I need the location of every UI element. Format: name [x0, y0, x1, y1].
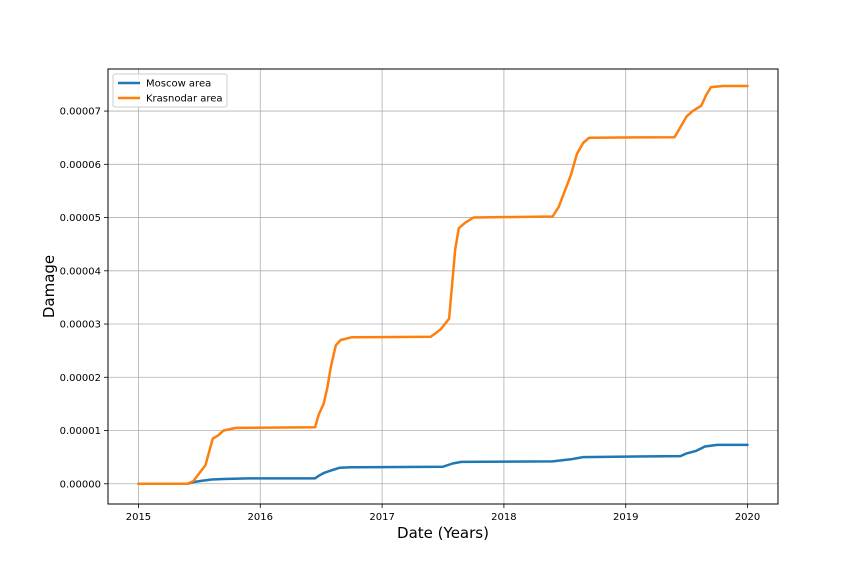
y-tick-label: 0.00005: [60, 213, 101, 224]
y-tick-label: 0.00000: [60, 479, 101, 490]
x-tick-label: 2020: [735, 512, 760, 523]
x-tick-label: 2019: [613, 512, 638, 523]
legend-label-0: Moscow area: [146, 79, 211, 90]
x-tick-label: 2018: [491, 512, 516, 523]
y-axis-label: Damage: [40, 255, 58, 318]
legend: Moscow area Krasnodar area: [112, 73, 228, 108]
y-tick-label: 0.00004: [60, 266, 101, 277]
x-tick-label: 2017: [369, 512, 394, 523]
x-tick-label: 2015: [126, 512, 151, 523]
x-tick-label: 2016: [248, 512, 273, 523]
legend-box: [112, 73, 228, 108]
x-axis-ticks: 2015 2016 2017 2018 2019 2020: [126, 504, 760, 523]
x-axis-label: Date (Years): [397, 524, 489, 542]
legend-label-1: Krasnodar area: [146, 94, 223, 105]
y-tick-label: 0.00003: [60, 320, 101, 331]
y-tick-label: 0.00001: [60, 426, 101, 437]
series-line-0: [137, 443, 749, 486]
plot-frame: [107, 68, 779, 505]
series-lines: [137, 84, 749, 486]
y-tick-label: 0.00007: [60, 107, 101, 118]
y-tick-label: 0.00002: [60, 373, 101, 384]
grid-lines: [108, 69, 778, 504]
series-line-1: [137, 84, 749, 486]
y-tick-label: 0.00006: [60, 160, 101, 171]
y-axis-ticks: 0.00000 0.00001 0.00002 0.00003 0.00004 0.000…: [60, 107, 108, 490]
